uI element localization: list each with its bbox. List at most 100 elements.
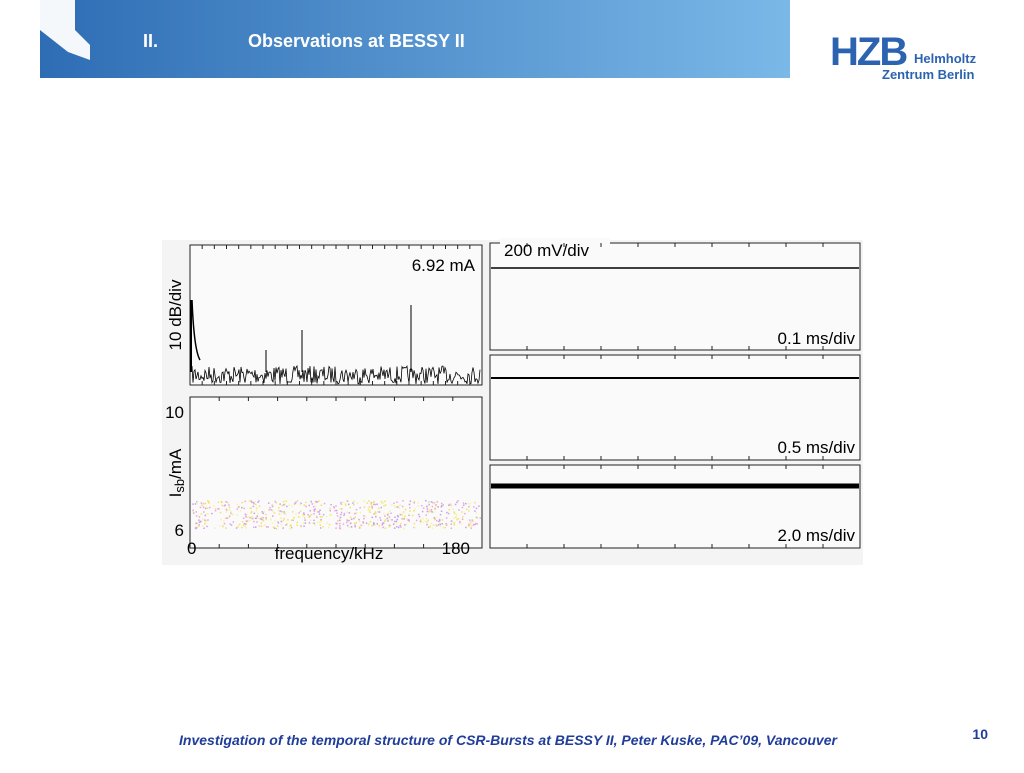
sideband-dot — [409, 500, 412, 502]
sideband-dot — [419, 520, 422, 522]
sideband-dot — [316, 501, 318, 503]
sideband-dot — [350, 526, 353, 528]
sideband-dot — [192, 503, 194, 505]
sideband-dot — [292, 519, 294, 521]
sideband-dot — [335, 527, 337, 529]
sideband-dot — [294, 502, 297, 504]
sideband-dot — [285, 524, 287, 526]
page-number: 10 — [972, 726, 988, 742]
sideband-dot — [272, 515, 274, 517]
sideband-dot — [417, 501, 419, 504]
sideband-dot — [432, 524, 435, 526]
sideband-dot — [384, 500, 386, 502]
sideband-dot — [476, 517, 479, 519]
sideband-dot — [373, 513, 375, 515]
sideband-dot — [456, 518, 458, 521]
sideband-dot — [255, 507, 258, 510]
sideband-dot — [346, 511, 348, 513]
sideband-dot — [337, 520, 339, 523]
sideband-dot — [454, 503, 457, 506]
sideband-dot — [253, 502, 255, 505]
sideband-dot — [232, 521, 235, 523]
sideband-dot — [427, 526, 430, 528]
sideband-dot — [245, 520, 248, 522]
sideband-dot — [458, 509, 460, 511]
sideband-dot — [271, 505, 274, 508]
sideband-dot — [444, 526, 446, 529]
sideband-dot — [303, 517, 306, 519]
sideband-dot — [346, 519, 349, 522]
sideband-dot — [368, 523, 370, 525]
sideband-dot — [475, 522, 477, 525]
sideband-dot — [431, 527, 434, 529]
sideband-dot — [329, 509, 331, 512]
sideband-dot — [420, 522, 422, 524]
sideband-dot — [404, 515, 406, 517]
sideband-dot — [399, 514, 402, 516]
sideband-dot — [288, 504, 290, 507]
sideband-dot — [360, 524, 362, 527]
sideband-dot — [220, 501, 223, 503]
sideband-dot — [259, 518, 262, 520]
sideband-dot — [255, 503, 257, 506]
sideband-dot — [319, 521, 321, 524]
sideband-dot — [458, 500, 460, 503]
sideband-dot — [228, 506, 231, 509]
sideband-dot — [340, 513, 342, 516]
sideband-dot — [259, 525, 261, 527]
sideband-dot — [384, 519, 387, 521]
sideband-dot — [378, 525, 381, 527]
sideband-dot — [428, 502, 430, 505]
sideband-dot — [272, 526, 275, 528]
sideband-dot — [355, 512, 357, 514]
sideband-dot — [336, 515, 339, 517]
sideband-dot — [359, 527, 361, 529]
sideband-dot — [316, 510, 319, 513]
sideband-dot — [225, 511, 228, 513]
sideband-dot — [262, 516, 264, 519]
sideband-dot — [432, 511, 435, 513]
sideband-dot — [421, 510, 424, 513]
sideband-dot — [282, 527, 284, 529]
sideband-dot — [319, 509, 321, 511]
sideband-dot — [261, 512, 264, 514]
sideband-dot — [439, 522, 441, 525]
sideband-dot — [459, 520, 461, 523]
sideband-dot — [422, 517, 424, 520]
sideband-dot — [342, 523, 345, 525]
sideband-dot — [470, 524, 473, 527]
sideband-dot — [404, 524, 406, 526]
sideband-dot — [281, 504, 283, 507]
sideband-dot — [290, 525, 292, 527]
sideband-dot — [226, 509, 228, 511]
sideband-dot — [394, 520, 396, 523]
sideband-dot — [467, 502, 469, 505]
sideband-dot — [404, 508, 407, 511]
sideband-dot — [241, 526, 243, 529]
sideband-dot — [268, 509, 270, 512]
sideband-dot — [204, 523, 206, 525]
sideband-dot — [374, 511, 377, 513]
sideband-dot — [293, 516, 295, 519]
sideband-dot — [428, 504, 430, 506]
sideband-dot — [267, 526, 269, 528]
sideband-dot — [377, 519, 379, 521]
sideband-dot — [279, 510, 281, 512]
sideband-dot — [473, 506, 475, 508]
sideband-dot — [313, 513, 315, 515]
sideband-dot — [248, 516, 250, 518]
sideband-dot — [349, 506, 351, 509]
sideband-dot — [456, 501, 458, 504]
sideband-dot — [320, 504, 323, 506]
sideband-dot — [379, 517, 381, 519]
sideband-dot — [222, 525, 224, 528]
sideband-dot — [430, 522, 432, 525]
sideband-dot — [263, 510, 265, 513]
sideband-dot — [380, 500, 383, 503]
sideband-dot — [224, 504, 226, 506]
sideband-dot — [293, 503, 296, 505]
sideband-dot — [358, 521, 360, 523]
sideband-dot — [414, 508, 416, 510]
sideband-dot — [434, 518, 436, 520]
sideband-dot — [403, 528, 405, 530]
